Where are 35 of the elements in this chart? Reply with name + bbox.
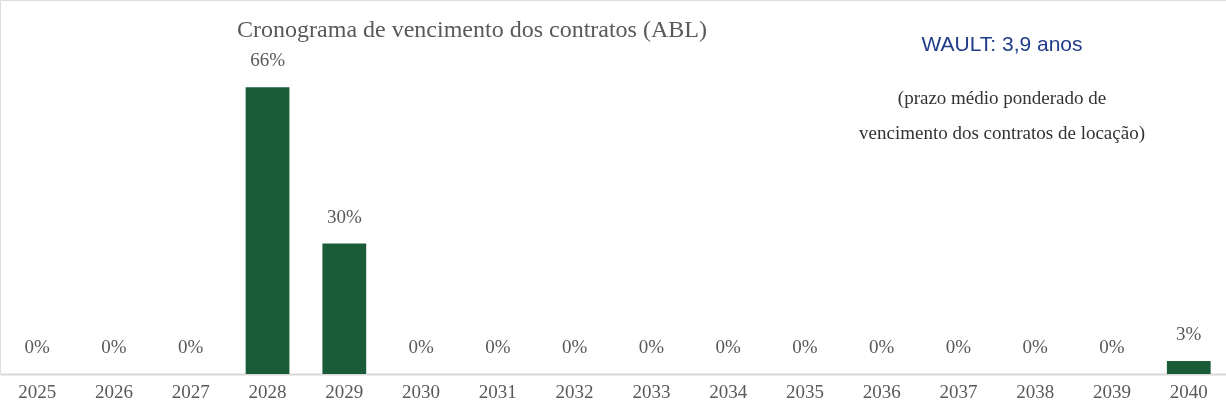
chart-title: Cronograma de vencimento dos contratos (ABL) [237, 16, 707, 42]
x-tick-label: 2031 [478, 380, 517, 401]
data-label: 0% [24, 336, 51, 357]
annotation: (prazo médio ponderado de vencimento dos contratos de locação) [859, 87, 1145, 144]
x-tick-label: 2033 [632, 380, 671, 401]
x-tick-label: 2039 [1093, 380, 1131, 401]
data-label: 0% [178, 336, 204, 357]
x-tick-label: 2028 [248, 380, 287, 401]
x-tick-label: 2040 [1169, 380, 1208, 401]
data-label: 3% [1176, 322, 1202, 344]
data-label: 0% [715, 336, 741, 357]
x-tick-label: 2035 [785, 380, 824, 401]
data-label: 0% [1022, 336, 1049, 357]
data-label: 0% [869, 336, 895, 357]
data-label: 30% [326, 205, 362, 227]
data-label: 0% [638, 336, 665, 357]
x-tick-label: 2025 [18, 380, 57, 401]
x-tick-label: 2034 [709, 380, 748, 401]
x-tick-label: 2038 [1016, 380, 1055, 401]
x-tick-label: 2027 [171, 380, 210, 401]
data-label: 0% [561, 336, 588, 357]
data-label: 0% [101, 336, 127, 357]
x-tick-label: 2026 [95, 380, 133, 401]
x-tick-label: 2030 [402, 380, 441, 401]
x-tick-label: 2036 [862, 380, 901, 401]
data-label: 0% [485, 336, 511, 357]
text: WAULT: 3,9 anos [921, 32, 1083, 55]
data-label: 0% [408, 336, 434, 357]
x-tick-label: 2029 [325, 380, 364, 401]
data-label: 0% [792, 336, 818, 357]
data-label: 0% [945, 336, 972, 357]
x-tick-label: 2037 [939, 380, 978, 401]
data-label: 0% [1099, 336, 1125, 357]
data-label: 66% [250, 49, 286, 71]
x-tick-label: 2032 [555, 380, 594, 401]
